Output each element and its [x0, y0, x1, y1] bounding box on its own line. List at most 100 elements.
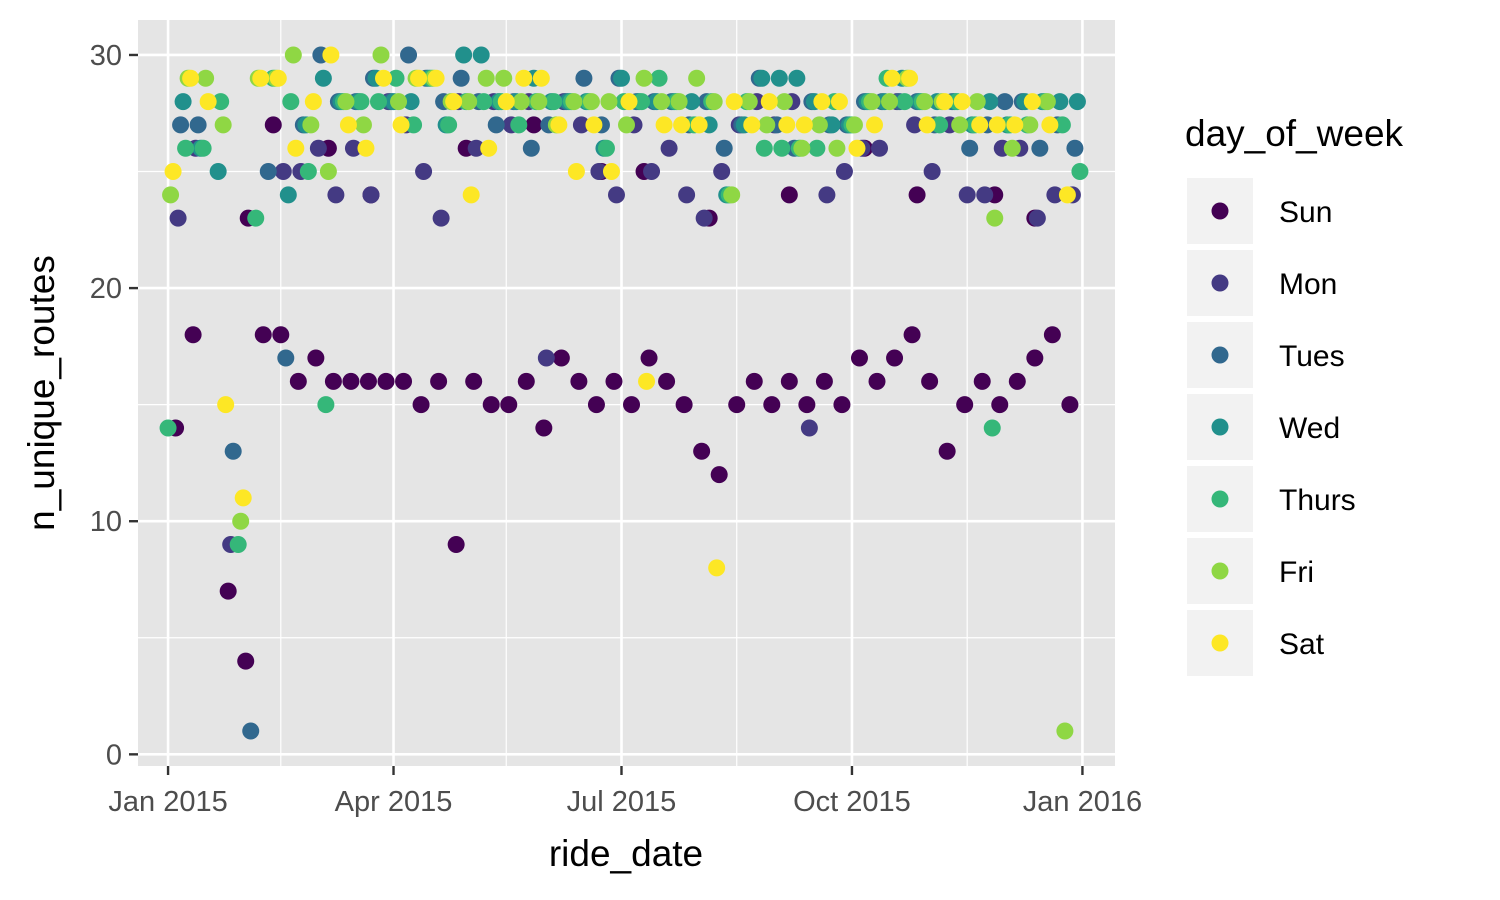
data-point: [432, 209, 450, 227]
data-point: [996, 93, 1014, 111]
data-point: [254, 326, 272, 344]
data-point: [1031, 139, 1049, 157]
data-point: [427, 69, 445, 87]
legend: day_of_week Sun Mon Tues Wed Thurs Fri Sat: [1185, 113, 1404, 676]
data-point: [973, 372, 991, 390]
data-point: [462, 186, 480, 204]
data-point: [605, 372, 623, 390]
data-point: [818, 186, 836, 204]
data-point: [279, 186, 297, 204]
data-point: [958, 186, 976, 204]
data-point: [575, 69, 593, 87]
legend-item-thurs: Thurs: [1187, 466, 1356, 532]
data-point: [169, 209, 187, 227]
data-point: [199, 93, 217, 111]
legend-item-mon: Mon: [1187, 250, 1337, 316]
data-point: [655, 116, 673, 134]
data-point: [923, 163, 941, 181]
data-point: [1028, 209, 1046, 227]
data-point: [189, 116, 207, 134]
data-point: [643, 163, 661, 181]
data-point: [1066, 139, 1084, 157]
data-point: [798, 396, 816, 414]
legend-label: Tues: [1279, 340, 1345, 373]
legend-swatch: [1211, 634, 1229, 652]
data-point: [369, 93, 387, 111]
data-point: [916, 93, 934, 111]
data-point: [753, 69, 771, 87]
data-point: [550, 116, 568, 134]
legend-swatch: [1211, 274, 1229, 292]
legend-label: Thurs: [1279, 484, 1356, 517]
x-axis: Jan 2015 Apr 2015 Jul 2015 Oct 2015 Jan 2016: [108, 766, 1142, 818]
data-point: [983, 419, 1001, 437]
legend-swatch: [1211, 346, 1229, 364]
data-point: [495, 69, 513, 87]
data-point: [658, 372, 676, 390]
data-point: [953, 93, 971, 111]
data-point: [1008, 372, 1026, 390]
data-point: [302, 116, 320, 134]
legend-swatch: [1211, 490, 1229, 508]
data-point: [660, 139, 678, 157]
data-point: [1053, 116, 1071, 134]
data-point: [232, 512, 250, 530]
data-point: [705, 93, 723, 111]
data-point: [590, 163, 608, 181]
data-point: [359, 372, 377, 390]
data-point: [883, 69, 901, 87]
data-point: [445, 93, 463, 111]
legend-label: Fri: [1279, 556, 1314, 589]
data-point: [823, 116, 841, 134]
data-point: [755, 139, 773, 157]
data-point: [607, 186, 625, 204]
data-point: [354, 116, 372, 134]
data-point: [618, 116, 635, 134]
data-point: [988, 116, 1006, 134]
data-point: [810, 116, 828, 134]
data-point: [835, 163, 853, 181]
data-point: [452, 69, 470, 87]
legend-label: Wed: [1279, 412, 1340, 445]
y-axis-title: n_unique_routes: [21, 255, 62, 531]
data-point: [758, 116, 776, 134]
data-point: [282, 93, 300, 111]
legend-swatch: [1211, 418, 1229, 436]
data-point: [813, 93, 831, 111]
data-point: [387, 69, 405, 87]
data-point: [337, 93, 355, 111]
data-point: [868, 372, 886, 390]
y-tick-label: 20: [90, 273, 122, 305]
data-point: [903, 326, 921, 344]
data-point: [650, 69, 668, 87]
data-point: [670, 93, 688, 111]
data-point: [793, 139, 811, 157]
data-point: [773, 139, 791, 157]
data-point: [522, 139, 540, 157]
data-point: [247, 209, 265, 227]
data-point: [688, 69, 706, 87]
data-point: [324, 372, 342, 390]
data-point: [229, 536, 247, 554]
data-point: [172, 116, 190, 134]
data-point: [447, 536, 465, 554]
data-point: [833, 396, 851, 414]
data-point: [289, 372, 307, 390]
legend-title: day_of_week: [1185, 113, 1404, 154]
data-point: [217, 396, 235, 414]
data-point: [352, 93, 370, 111]
data-point: [415, 163, 433, 181]
data-point: [517, 372, 535, 390]
data-point: [918, 116, 936, 134]
data-point: [1071, 163, 1089, 181]
data-point: [259, 163, 277, 181]
data-point: [808, 139, 826, 157]
data-point: [375, 69, 393, 87]
data-point: [906, 116, 924, 134]
data-point: [775, 93, 793, 111]
data-point: [597, 139, 615, 157]
data-point: [600, 93, 618, 111]
data-point: [212, 93, 230, 111]
legend-item-tues: Tues: [1187, 322, 1345, 388]
data-point: [572, 116, 590, 134]
